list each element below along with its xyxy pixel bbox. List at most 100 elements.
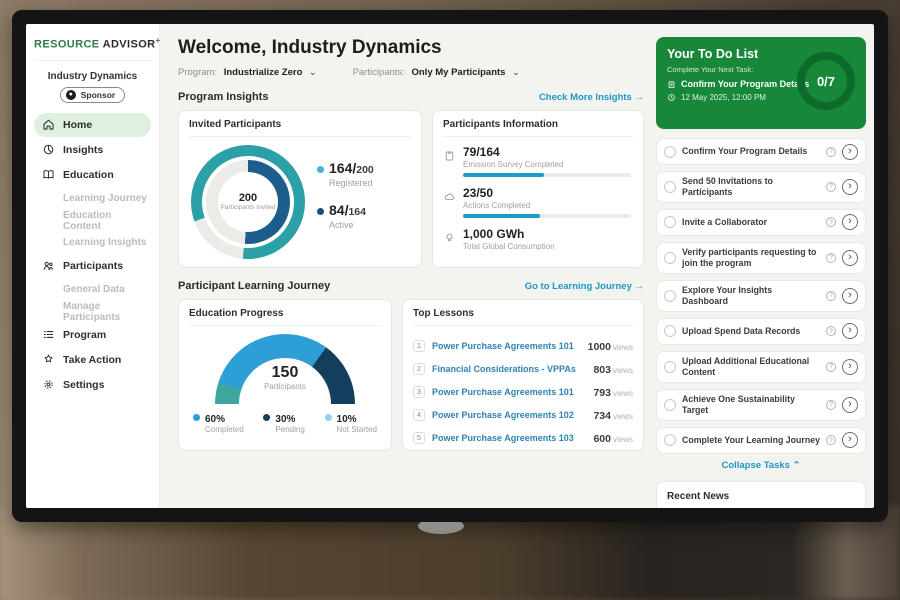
task-label: Confirm Your Program Details [682,146,808,156]
sidebar-item-general-data[interactable]: General Data [34,279,151,301]
task-checkbox[interactable] [664,360,676,373]
sidebar-item-manage-participants[interactable]: Manage Participants [34,301,151,323]
sidebar-item-learning-insights[interactable]: Learning Insights [34,232,151,254]
info-icon[interactable]: ? [826,252,836,263]
chevron-right-icon[interactable]: › [842,287,858,304]
legend-dot [193,414,200,421]
sidebar-item-participants[interactable]: Participants [34,254,151,278]
sidebar-item-insights[interactable]: Insights [34,138,151,162]
sidebar-item-learning-journey[interactable]: Learning Journey [34,188,151,210]
chevron-right-icon[interactable]: › [842,143,858,160]
chevron-right-icon[interactable]: › [842,249,858,266]
participants-dropdown[interactable]: Participants: Only My Participants ⌄ [353,67,520,78]
todo-panel: Your To Do List Complete Your Next Task:… [656,24,874,508]
legend-label: Pending [275,425,305,434]
donut-legend: 164/200 Registered 84/164 Active [317,160,374,244]
chevron-right-icon[interactable]: › [842,214,858,231]
lesson-link[interactable]: Power Purchase Agreements 101 [432,340,574,351]
views-suffix: views [612,434,633,444]
task-checkbox[interactable] [664,398,676,411]
sidebar-item-take-action[interactable]: Take Action [34,348,151,372]
chevron-right-icon[interactable]: › [842,323,858,340]
task-row[interactable]: Invite a Collaborator ? › [656,208,866,236]
metric-value: 23/50 [463,186,494,200]
lesson-row: 2 Financial Considerations - VPPAs 803 vi… [413,357,633,380]
info-icon[interactable]: ? [826,435,836,446]
task-row[interactable]: Upload Spend Data Records ? › [656,317,866,345]
task-checkbox[interactable] [664,180,676,193]
legend-value: 164/ [329,160,357,176]
legend-dot [263,414,271,421]
lesson-views: 793 [593,386,611,399]
todo-progress-value: 0/7 [816,73,836,89]
info-icon[interactable]: ? [826,146,836,157]
lesson-link[interactable]: Power Purchase Agreements 101 [432,386,574,397]
card-title: Invited Participants [189,119,411,137]
task-row[interactable]: Explore Your Insights Dashboard ? › [656,279,866,312]
info-icon[interactable]: ? [826,326,836,337]
task-row[interactable]: Achieve One Sustainability Target ? › [656,388,866,421]
legend-label: Registered [329,178,373,188]
task-checkbox[interactable] [664,251,676,264]
todo-due: 12 May 2025, 12:00 PM [667,93,855,102]
info-icon[interactable]: ? [826,217,836,228]
sidebar-item-education[interactable]: Education [34,163,151,187]
todo-subtitle: Complete Your Next Task: [667,65,754,74]
sidebar-item-label: Insights [63,143,104,156]
recent-news-title: Recent News [667,490,730,502]
sidebar-item-program[interactable]: Program [34,323,151,347]
task-row[interactable]: Complete Your Learning Journey ? › [656,426,866,454]
todo-next-task-label: Confirm Your Program Details [681,79,810,89]
info-icon[interactable]: ? [826,361,836,372]
lesson-link[interactable]: Power Purchase Agreements 102 [432,409,574,420]
program-label: Program: [178,67,218,78]
education-progress-card: Education Progress 150 Participants 60% … [178,299,392,451]
sidebar-item-settings[interactable]: Settings [34,373,151,397]
go-to-learning-journey-link[interactable]: Go to Learning Journey → [525,281,644,292]
lesson-views: 600 [593,432,611,445]
task-row[interactable]: Verify participants requesting to join t… [656,241,866,274]
info-icon[interactable]: ? [826,181,836,192]
check-more-insights-link[interactable]: Check More Insights → [539,92,644,103]
progress-bar [463,214,631,218]
arrow-right-icon: → [634,91,645,103]
metric-total-consumption: 1,000 GWh Total Global Consumption [443,227,633,255]
legend-pct: 60% [205,414,226,425]
info-icon[interactable]: ? [826,399,836,410]
task-checkbox[interactable] [664,145,676,158]
task-row[interactable]: Send 50 Invitations to Participants ? › [656,171,866,203]
info-icon[interactable]: ? [826,290,836,301]
task-row[interactable]: Upload Additional Educational Content ? … [656,350,866,383]
donut-center: 200 Participants Invited [218,172,278,232]
chevron-right-icon[interactable]: › [842,358,858,375]
chevron-right-icon[interactable]: › [842,178,858,195]
lesson-rank: 1 [413,339,425,352]
sidebar-item-home[interactable]: Home [34,112,151,137]
sidebar-item-label: Education [63,168,114,181]
progress-bar-fill [463,214,541,218]
lesson-row: 1 Power Purchase Agreements 101 1000 view… [413,334,633,357]
lesson-row: 5 Power Purchase Agreements 103 600 views [413,426,633,449]
task-checkbox[interactable] [664,434,676,447]
chevron-right-icon[interactable]: › [842,396,858,413]
lesson-link[interactable]: Financial Considerations - VPPAs [432,363,576,374]
task-row[interactable]: Confirm Your Program Details ? › [656,138,866,165]
collapse-label: Collapse Tasks [721,459,790,471]
program-insights-heading: Program Insights [178,91,269,103]
sidebar-item-label: Manage Participants [63,300,121,323]
task-checkbox[interactable] [664,325,676,338]
task-checkbox[interactable] [664,289,676,302]
chevron-right-icon[interactable]: › [842,432,858,449]
card-title: Top Lessons [413,308,633,326]
lesson-rank: 4 [413,408,425,421]
collapse-tasks-link[interactable]: Collapse Tasks ⌃ [656,460,866,471]
sidebar-item-label: Take Action [63,353,122,366]
lesson-link[interactable]: Power Purchase Agreements 103 [432,432,574,443]
legend-item-registered: 164/200 Registered [317,160,374,188]
todo-title: Your To Do List [667,47,759,61]
program-dropdown[interactable]: Program: Industrialize Zero ⌄ [178,67,317,78]
sidebar-item-education-content[interactable]: Education Content [34,210,151,232]
todo-next-task: Confirm Your Program Details [667,79,855,89]
task-checkbox[interactable] [664,216,676,229]
gauge-center-value: 150 [271,364,299,381]
